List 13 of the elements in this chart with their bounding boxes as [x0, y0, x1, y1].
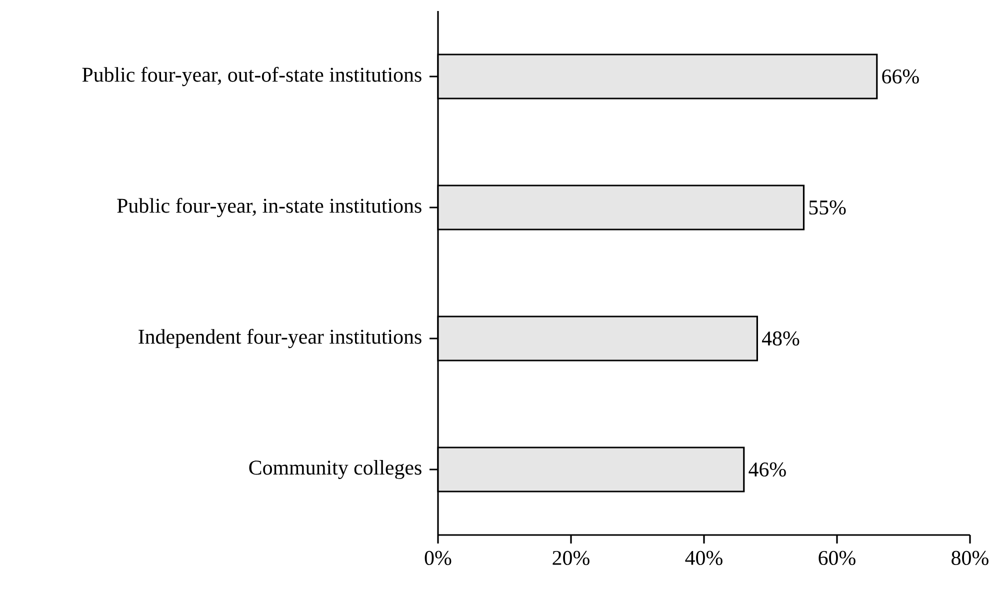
x-tick-label: 0% [424, 550, 452, 566]
data-label: 66% [882, 69, 919, 84]
y-tick-label: Public four-year, in-state institutions [117, 198, 422, 218]
x-tick-label: 60% [818, 550, 856, 566]
x-tick-label: 20% [552, 550, 590, 566]
y-tick-label: Independent four-year institutions [138, 328, 422, 348]
data-label: 46% [748, 462, 786, 477]
y-tick-label: Community colleges [249, 460, 422, 480]
data-label: 48% [762, 331, 800, 346]
data-label: 55% [809, 200, 846, 215]
x-tick-label: 40% [685, 550, 722, 566]
x-tick-label: 80% [952, 550, 988, 566]
y-tick-label: Public four-year, out-of-state institutions [82, 66, 422, 86]
